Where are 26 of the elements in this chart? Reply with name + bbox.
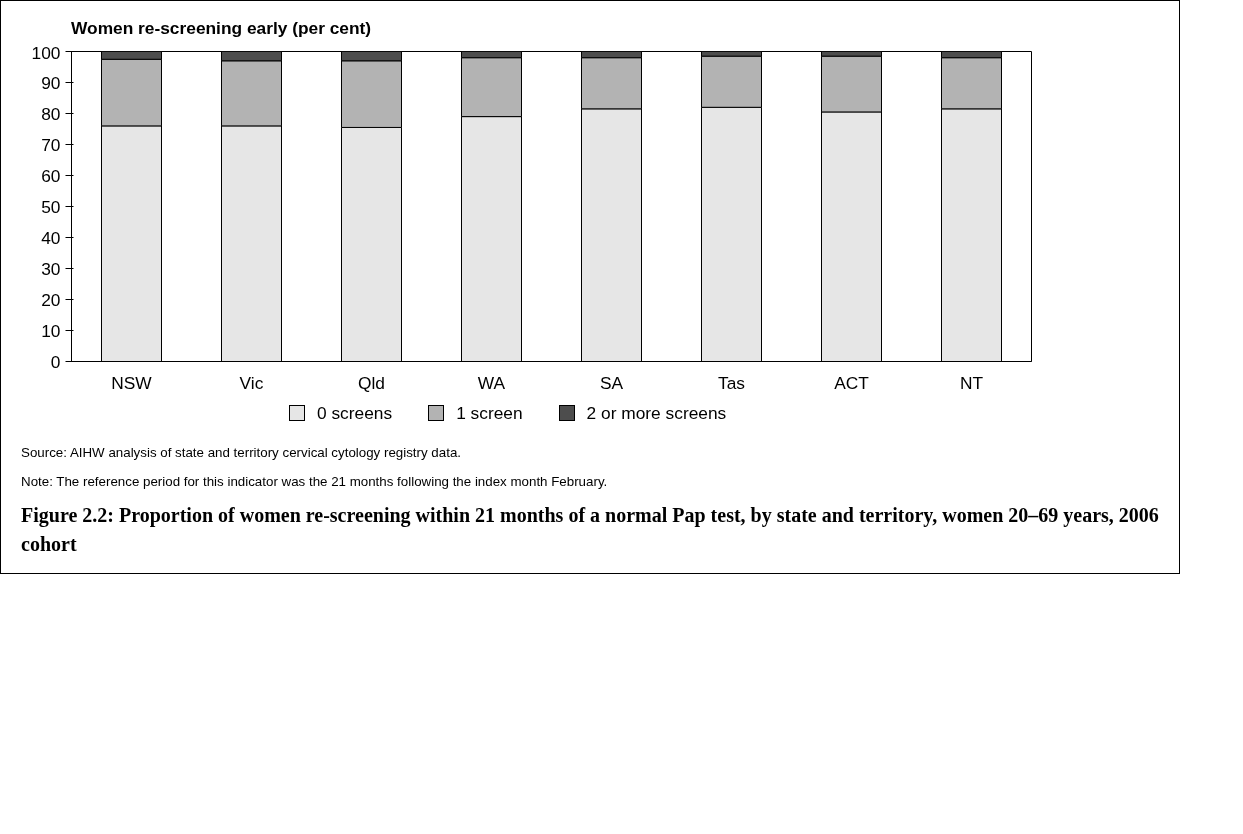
y-tick-label: 10 — [41, 320, 61, 341]
legend-label: 2 or more screens — [585, 401, 727, 425]
legend-label: 1 screen — [455, 401, 523, 425]
y-tick-label: 50 — [41, 196, 61, 217]
x-tick-label: WA — [477, 372, 506, 393]
legend-label: 0 screens — [316, 401, 393, 425]
x-tick-label: SA — [599, 372, 624, 393]
y-tick-label: 100 — [31, 42, 61, 63]
x-tick-label: Tas — [718, 372, 746, 393]
y-tick-label: 90 — [41, 72, 61, 93]
y-tick-label: 40 — [41, 227, 61, 248]
text: Note: The reference period for this indicator was the 21 months following the index month February. — [21, 472, 608, 491]
source-note: Source: AIHW analysis of state and territory cervical cytology registry data. — [21, 443, 462, 462]
y-tick-label: 80 — [41, 103, 61, 124]
y-tick-label: 20 — [41, 289, 61, 310]
x-tick-label: NSW — [111, 372, 153, 393]
y-tick-label: 70 — [41, 134, 61, 155]
y-tick-label: 60 — [41, 165, 61, 186]
x-tick-label: Vic — [239, 372, 264, 393]
x-tick-label: NT — [959, 372, 984, 393]
text: Figure 2.2: Proportion of women re-screening within 21 months of a normal Pap test, by state and territory, women 20–69 years, 2006 cohort — [21, 502, 1160, 557]
y-axis-title: Women re-screening early (per cent) — [71, 17, 372, 40]
x-tick-label: ACT — [834, 372, 870, 393]
y-tick-label: 30 — [41, 258, 61, 279]
x-tick-label: Qld — [358, 372, 385, 393]
y-tick-label: 0 — [50, 351, 61, 372]
